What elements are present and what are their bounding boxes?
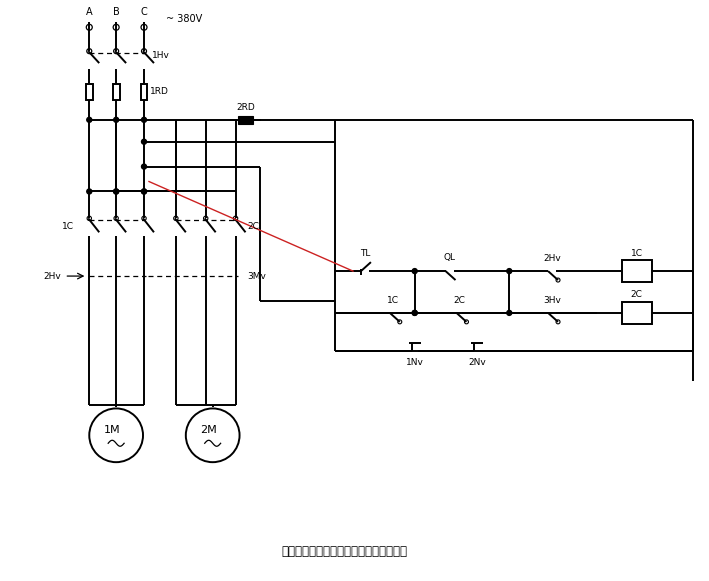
Text: 2C: 2C	[454, 296, 465, 306]
Bar	[113, 84, 120, 100]
Text: 3Hv: 3Hv	[543, 296, 561, 306]
Circle shape	[507, 310, 512, 315]
Circle shape	[113, 117, 118, 123]
Circle shape	[142, 117, 147, 123]
Text: 1C: 1C	[630, 249, 642, 258]
Text: B: B	[113, 8, 120, 17]
Circle shape	[113, 189, 118, 194]
Text: 1M: 1M	[104, 425, 121, 435]
Text: 2Nv: 2Nv	[469, 358, 486, 367]
Circle shape	[86, 117, 91, 123]
Text: 2Hv: 2Hv	[44, 271, 62, 281]
Text: A: A	[86, 8, 93, 17]
Text: 1C: 1C	[62, 222, 74, 231]
Text: 钻床主轴电动机和液压电动机的联锁控制: 钻床主轴电动机和液压电动机的联锁控制	[281, 545, 407, 558]
Text: 3Mv: 3Mv	[247, 271, 267, 281]
Circle shape	[142, 139, 147, 144]
Circle shape	[86, 189, 91, 194]
Bar	[140, 84, 147, 100]
Text: QL: QL	[444, 253, 456, 261]
Text: 1Hv: 1Hv	[152, 51, 170, 60]
Text: 2M: 2M	[201, 425, 217, 435]
Text: 1Nv: 1Nv	[406, 358, 424, 367]
Circle shape	[142, 164, 147, 169]
Circle shape	[142, 189, 147, 194]
Circle shape	[507, 268, 512, 274]
Text: 1C: 1C	[387, 296, 399, 306]
Bar	[622, 260, 652, 282]
Circle shape	[412, 310, 417, 315]
Text: 2RD: 2RD	[236, 103, 255, 112]
Text: ~ 380V: ~ 380V	[166, 15, 202, 24]
Text: 1RD: 1RD	[150, 88, 169, 96]
Text: C: C	[140, 8, 147, 17]
Bar	[622, 302, 652, 324]
Bar	[238, 116, 254, 124]
Circle shape	[142, 189, 147, 194]
Text: TL: TL	[359, 249, 370, 258]
Circle shape	[412, 268, 417, 274]
Bar	[86, 84, 93, 100]
Text: 2Hv: 2Hv	[543, 254, 561, 263]
Text: 2C: 2C	[631, 290, 642, 299]
Circle shape	[412, 310, 417, 315]
Text: 2C: 2C	[247, 222, 259, 231]
Circle shape	[113, 189, 118, 194]
